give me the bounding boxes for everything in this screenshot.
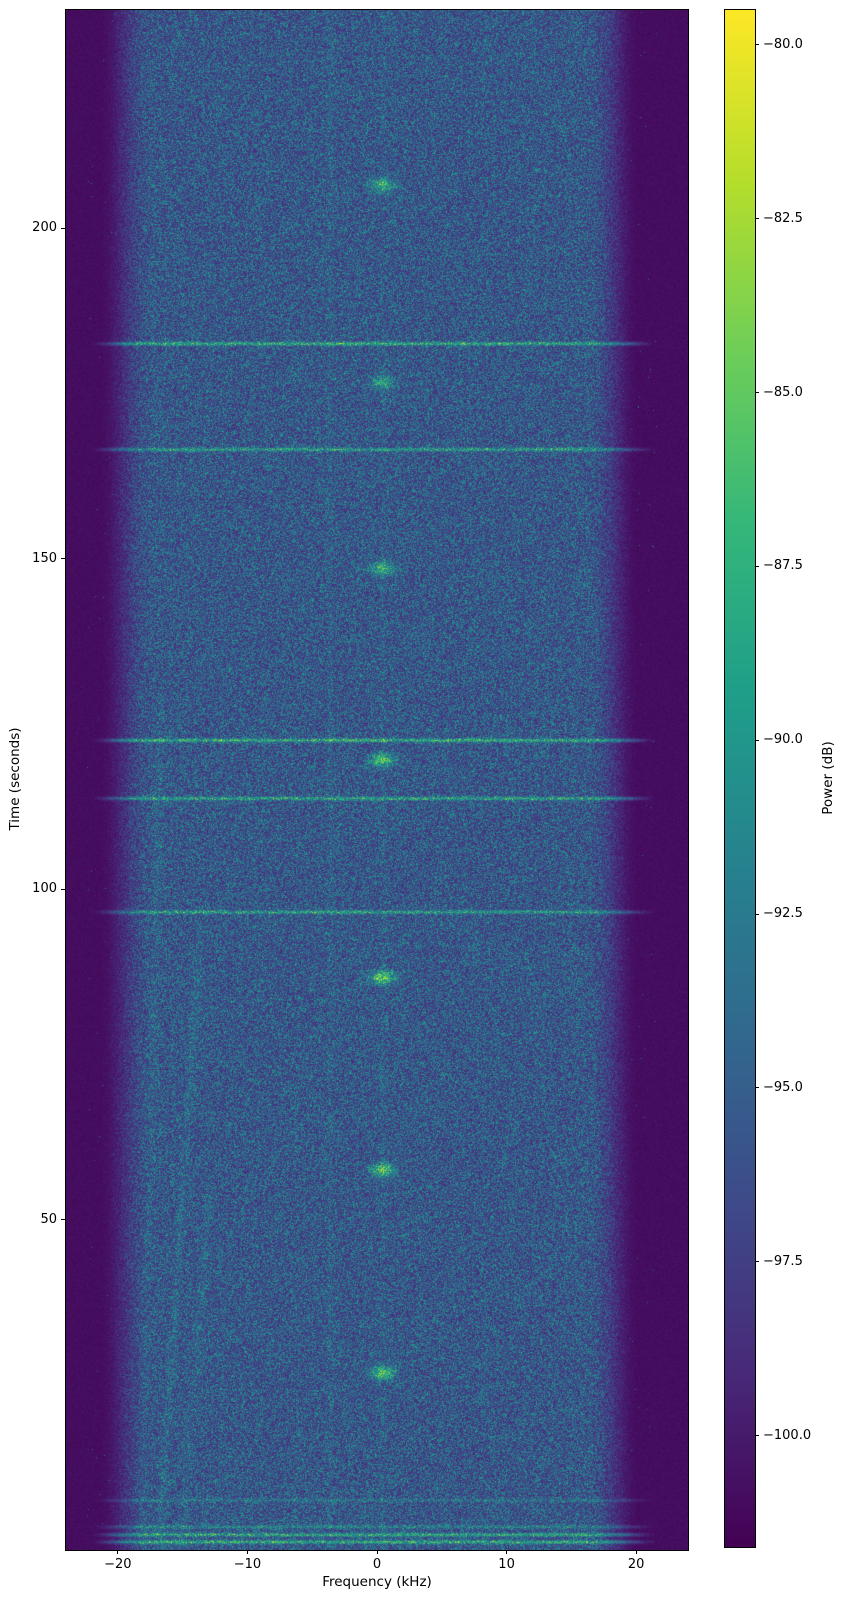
x-tick-label: −20: [104, 1557, 132, 1572]
x-tick-mark: [376, 1550, 378, 1554]
colorbar-tick-label: −80.0: [763, 36, 803, 52]
x-tick-mark: [635, 1550, 637, 1554]
colorbar: [724, 9, 756, 1548]
plot-area: [65, 9, 689, 1551]
colorbar-tick-mark: [755, 1435, 759, 1437]
colorbar-label: Power (dB): [820, 741, 836, 815]
x-tick-label: 20: [627, 1557, 645, 1572]
y-tick-mark: [61, 1219, 65, 1221]
x-tick-mark: [506, 1550, 508, 1554]
colorbar-tick-label: −92.5: [763, 906, 803, 922]
y-tick-mark: [61, 888, 65, 890]
x-tick-mark: [117, 1550, 119, 1554]
x-tick-label: −10: [233, 1557, 262, 1572]
colorbar-tick-label: −100.0: [763, 1427, 812, 1443]
colorbar-tick-label: −82.5: [763, 210, 803, 226]
colorbar-tick-mark: [755, 44, 759, 46]
y-tick-label: 150: [32, 550, 57, 566]
colorbar-tick-mark: [755, 913, 759, 915]
y-tick-label: 200: [32, 220, 57, 236]
colorbar-tick-label: −95.0: [763, 1079, 803, 1095]
x-tick-label: 10: [498, 1557, 515, 1572]
spectrogram-heatmap: [66, 10, 688, 1550]
colorbar-tick-label: −87.5: [763, 558, 803, 574]
y-tick-mark: [61, 558, 65, 560]
x-tick-label: 0: [372, 1557, 382, 1572]
x-tick-mark: [246, 1550, 248, 1554]
y-axis-label: Time (seconds): [7, 727, 23, 831]
colorbar-tick-label: −97.5: [763, 1253, 803, 1269]
colorbar-tick-mark: [755, 218, 759, 220]
colorbar-tick-mark: [755, 739, 759, 741]
x-axis-label: Frequency (kHz): [322, 1574, 432, 1590]
colorbar-tick-label: −85.0: [763, 384, 803, 400]
colorbar-tick-mark: [755, 392, 759, 393]
y-tick-mark: [61, 227, 65, 229]
y-tick-label: 50: [40, 1211, 57, 1227]
colorbar-tick-label: −90.0: [763, 732, 803, 748]
colorbar-tick-mark: [755, 1261, 759, 1263]
y-tick-label: 100: [32, 881, 57, 897]
colorbar-tick-mark: [755, 565, 759, 567]
colorbar-tick-mark: [755, 1087, 759, 1089]
